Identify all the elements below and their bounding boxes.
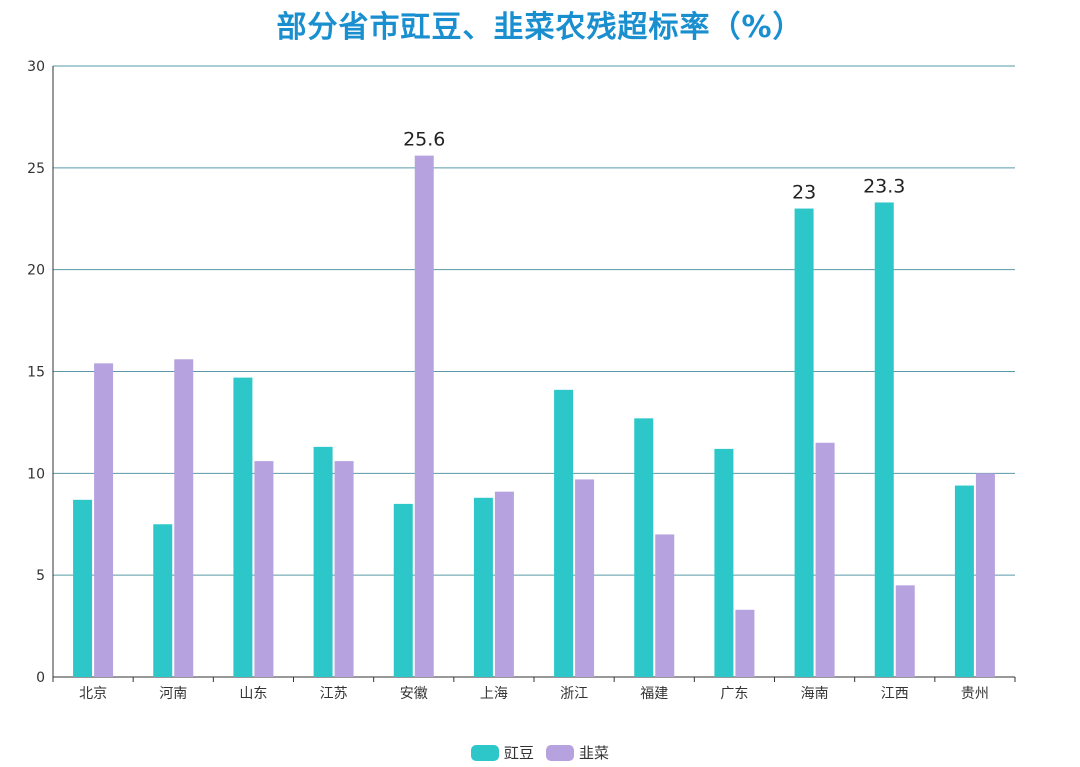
y-tick-label: 10 (27, 466, 45, 482)
bar-series-1 (254, 461, 274, 677)
bar-series-0 (73, 499, 93, 677)
data-label: 23 (792, 182, 816, 204)
x-tick-label: 浙江 (560, 686, 588, 702)
x-tick-label: 安徽 (400, 686, 428, 702)
y-tick-label: 15 (27, 365, 45, 381)
bar-series-1 (494, 491, 514, 677)
x-tick-label: 山东 (239, 686, 267, 702)
x-tick-label: 北京 (79, 686, 107, 702)
x-tick-label: 贵州 (961, 686, 989, 702)
bar-series-0 (634, 418, 654, 677)
bar-series-0 (393, 503, 413, 677)
bar-series-1 (895, 585, 915, 677)
bar-series-0 (554, 389, 574, 677)
legend-label: 豇豆 (503, 744, 534, 762)
bar-series-0 (313, 446, 333, 677)
legend-item-series-0[interactable]: 豇豆 (470, 742, 534, 763)
legend-item-series-1[interactable]: 韭菜 (546, 742, 609, 763)
bar-series-1 (94, 363, 114, 677)
legend-swatch (546, 744, 574, 761)
x-tick-label: 上海 (480, 686, 508, 702)
x-tick-label: 河南 (159, 686, 187, 702)
y-tick-label: 5 (36, 568, 45, 584)
bar-series-1 (414, 155, 434, 677)
y-tick-label: 25 (27, 161, 45, 177)
y-tick-label: 30 (27, 59, 45, 75)
data-label: 25.6 (403, 129, 445, 151)
y-tick-label: 0 (36, 670, 45, 686)
legend-swatch (470, 744, 499, 761)
bar-series-1 (735, 609, 755, 677)
bar-series-0 (233, 377, 253, 677)
bar-series-0 (954, 485, 974, 677)
legend: 豇豆 韭菜 (0, 742, 1080, 763)
bar-series-0 (874, 202, 894, 677)
x-tick-label: 江西 (881, 686, 909, 702)
y-tick-label: 20 (27, 263, 45, 279)
bar-series-1 (975, 473, 995, 677)
x-tick-label: 海南 (801, 686, 829, 702)
bar-series-0 (714, 448, 734, 677)
chart-title: 部分省市豇豆、韭菜农残超标率（%） (276, 10, 804, 45)
legend-label: 韭菜 (579, 744, 610, 762)
bar-series-0 (794, 208, 814, 678)
bar-series-0 (153, 524, 173, 677)
bar-series-1 (575, 479, 595, 677)
data-label: 23.3 (863, 175, 905, 197)
bar-series-0 (473, 497, 493, 677)
bar-series-1 (815, 442, 835, 677)
x-tick-label: 江苏 (320, 686, 348, 702)
bar-series-1 (334, 461, 354, 677)
bar-series-1 (655, 534, 675, 677)
x-tick-label: 广东 (720, 686, 748, 702)
x-tick-label: 福建 (640, 686, 668, 702)
bar-series-1 (174, 359, 194, 677)
